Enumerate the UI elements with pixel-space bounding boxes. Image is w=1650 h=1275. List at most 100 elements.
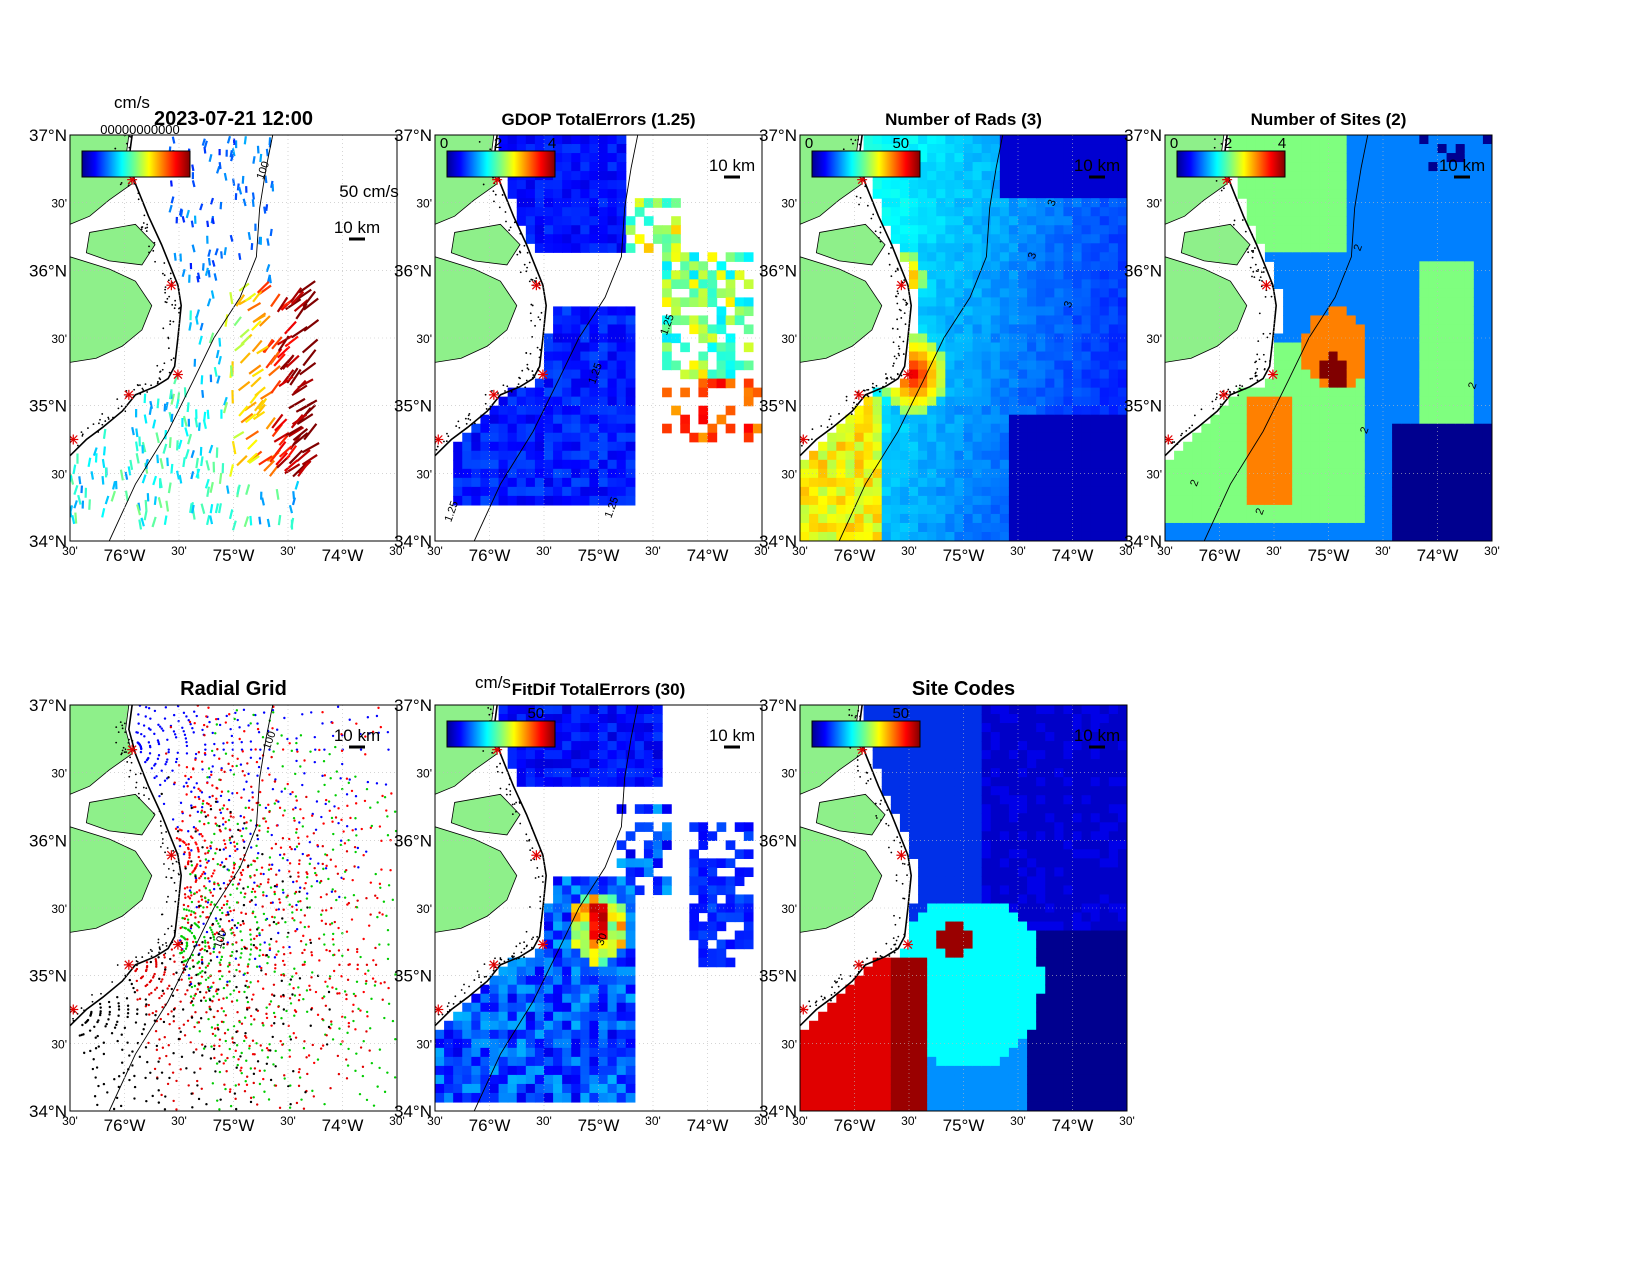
grid-cell [999, 360, 1010, 371]
grid-cell [927, 450, 937, 461]
grid-cell [643, 198, 654, 208]
grid-cell [1008, 459, 1019, 470]
grid-cell [1246, 198, 1257, 208]
grid-cell [1063, 351, 1074, 362]
grid-cell [1081, 333, 1092, 344]
coast-dot [867, 388, 870, 391]
coast-dot [866, 394, 869, 397]
grid-cell [1072, 378, 1083, 389]
grid-cell [698, 270, 709, 280]
grid-cell [1455, 234, 1466, 244]
grid-cell [1392, 252, 1402, 262]
lat-tick-label: 34°N [1124, 532, 1162, 551]
coast-dot [1191, 424, 1194, 427]
radial-grid-point [251, 796, 254, 799]
grid-cell [1183, 486, 1193, 497]
coast-dot [528, 280, 531, 283]
grid-cell [689, 288, 700, 298]
grid-cell [1292, 180, 1302, 190]
grid-cell [1473, 306, 1484, 317]
grid-cell [981, 171, 992, 181]
radial-grid-point [362, 854, 365, 857]
grid-cell [1310, 135, 1321, 145]
grid-cell [1036, 477, 1046, 488]
grid-cell [1283, 288, 1293, 298]
current-vector [214, 503, 220, 514]
coast-dot [1215, 392, 1218, 395]
coast-dot [1220, 142, 1223, 145]
current-vector [182, 457, 186, 468]
radial-grid-point [291, 917, 294, 920]
grid-cell [1201, 459, 1212, 470]
grid-cell [999, 189, 1010, 199]
grid-cell [1174, 504, 1184, 515]
grid-cell [863, 486, 874, 497]
grid-cell [480, 459, 491, 470]
grid-cell [1428, 405, 1439, 416]
grid-cell [1192, 522, 1202, 533]
coast-dot [144, 227, 147, 230]
grid-cell [1063, 297, 1074, 308]
grid-cell [818, 531, 828, 541]
grid-cell [1237, 450, 1248, 461]
radial-grid-point [206, 964, 209, 967]
coast-dot [1180, 434, 1182, 437]
grid-cell [1117, 252, 1127, 262]
current-vector [240, 412, 254, 424]
radial-grid-point [192, 710, 196, 713]
grid-cell [562, 162, 572, 172]
grid-cell [800, 459, 810, 470]
grid-cell [918, 306, 928, 317]
grid-cell [1310, 450, 1321, 461]
grid-cell [698, 405, 709, 416]
grid-cell [1018, 504, 1028, 515]
current-vector [223, 396, 228, 406]
radial-grid-point [159, 783, 162, 787]
coast-dot [855, 195, 858, 198]
grid-cell [1355, 270, 1366, 280]
radial-grid-point [258, 965, 261, 968]
grid-cell [1437, 369, 1448, 380]
grid-cell [562, 315, 572, 326]
grid-cell [1027, 378, 1037, 389]
grid-cell [553, 369, 563, 380]
radial-grid-point [281, 814, 285, 817]
grid-cell [1099, 306, 1110, 317]
grid-cell [1228, 468, 1239, 479]
grid-cell [1410, 288, 1420, 298]
grid-cell [972, 522, 983, 533]
grid-cell [480, 450, 491, 461]
grid-cell [489, 441, 500, 452]
radial-grid-point [273, 890, 276, 894]
grid-cell [1355, 279, 1366, 289]
grid-cell [589, 234, 600, 244]
grid-cell [1473, 234, 1484, 244]
radial-grid-point [325, 948, 328, 952]
lon-tick-label: 30' [1010, 544, 1026, 558]
grid-cell [1392, 342, 1402, 353]
radial-grid-point [295, 759, 298, 763]
current-vector [201, 138, 206, 146]
current-vector [171, 136, 176, 144]
grid-cell [1337, 351, 1348, 362]
grid-cell [1246, 405, 1257, 416]
grid-cell [662, 387, 672, 398]
grid-cell [1446, 351, 1457, 362]
radial-grid-point [194, 758, 197, 762]
grid-cell [1337, 198, 1348, 208]
site-marker-stroke [124, 390, 134, 400]
grid-cell [1008, 261, 1019, 271]
radial-grid-point [157, 723, 160, 726]
grid-cell [909, 450, 919, 461]
grid-cell [1292, 522, 1302, 533]
grid-cell [1081, 207, 1092, 217]
radial-grid-point [164, 706, 168, 709]
grid-cell [1072, 396, 1083, 407]
grid-cell [1036, 342, 1046, 353]
grid-cell [918, 270, 928, 280]
grid-cell [1237, 189, 1248, 199]
grid-cell [1264, 234, 1275, 244]
current-vector [278, 445, 293, 458]
grid-cell [1072, 198, 1083, 208]
grid-cell [1301, 234, 1311, 244]
